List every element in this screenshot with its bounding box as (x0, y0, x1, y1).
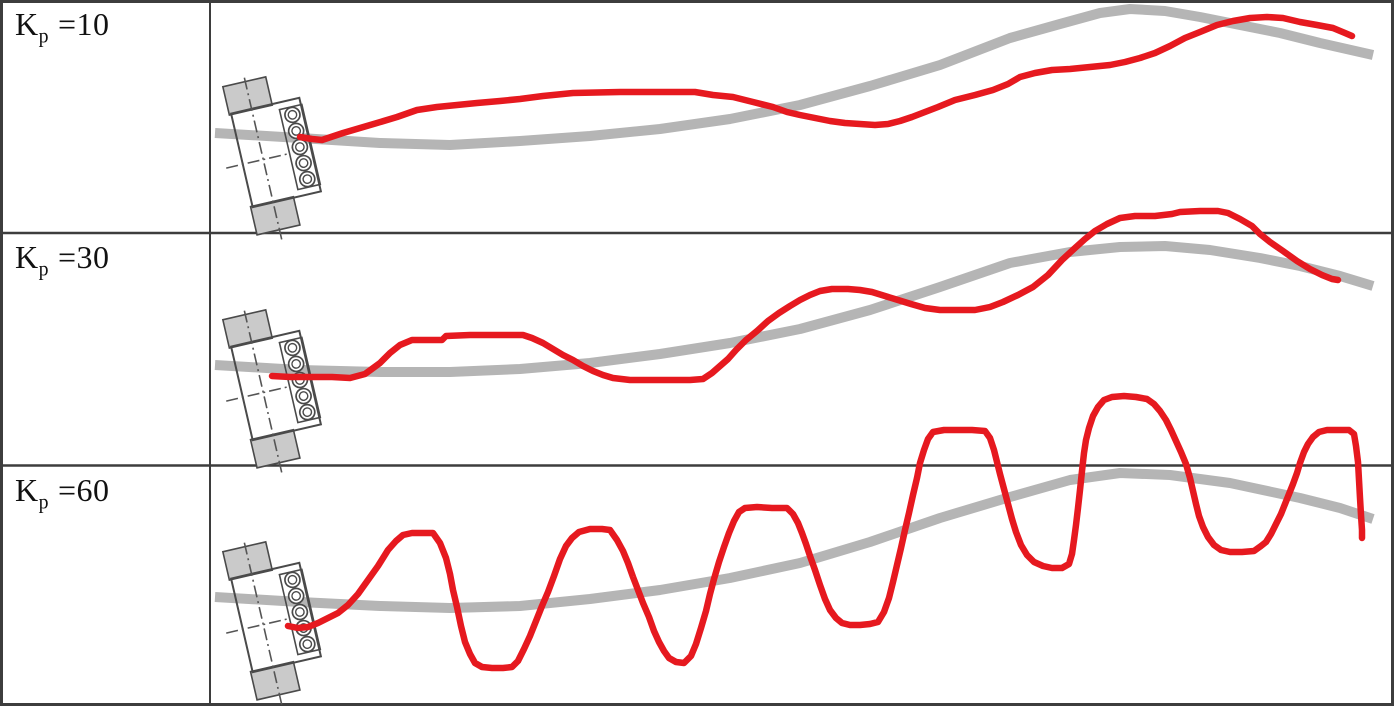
gain-symbol: K (15, 6, 39, 42)
robot-icon (206, 530, 332, 706)
panel-kp10 (206, 4, 1375, 251)
gain-subscript: p (38, 25, 50, 48)
gain-value: =60 (57, 472, 110, 508)
gain-subscript: p (38, 491, 50, 514)
gain-label-kp30: Kp =30 (15, 239, 110, 281)
robot-icon (206, 298, 332, 484)
trajectory-path (296, 13, 1356, 144)
trajectory-path (284, 392, 1366, 672)
gain-value: =10 (57, 6, 110, 42)
gain-label-kp10: Kp =10 (15, 6, 110, 48)
panel-kp60 (206, 392, 1375, 706)
trajectory-path (268, 207, 1342, 384)
gain-symbol: K (15, 239, 39, 275)
gain-symbol: K (15, 472, 39, 508)
panel-kp30 (206, 207, 1375, 484)
reference-path (214, 468, 1375, 613)
gain-label-kp60: Kp =60 (15, 472, 110, 514)
gain-subscript: p (38, 258, 50, 281)
reference-path (214, 241, 1375, 377)
robot-icon (206, 65, 332, 251)
gain-value: =30 (57, 239, 110, 275)
